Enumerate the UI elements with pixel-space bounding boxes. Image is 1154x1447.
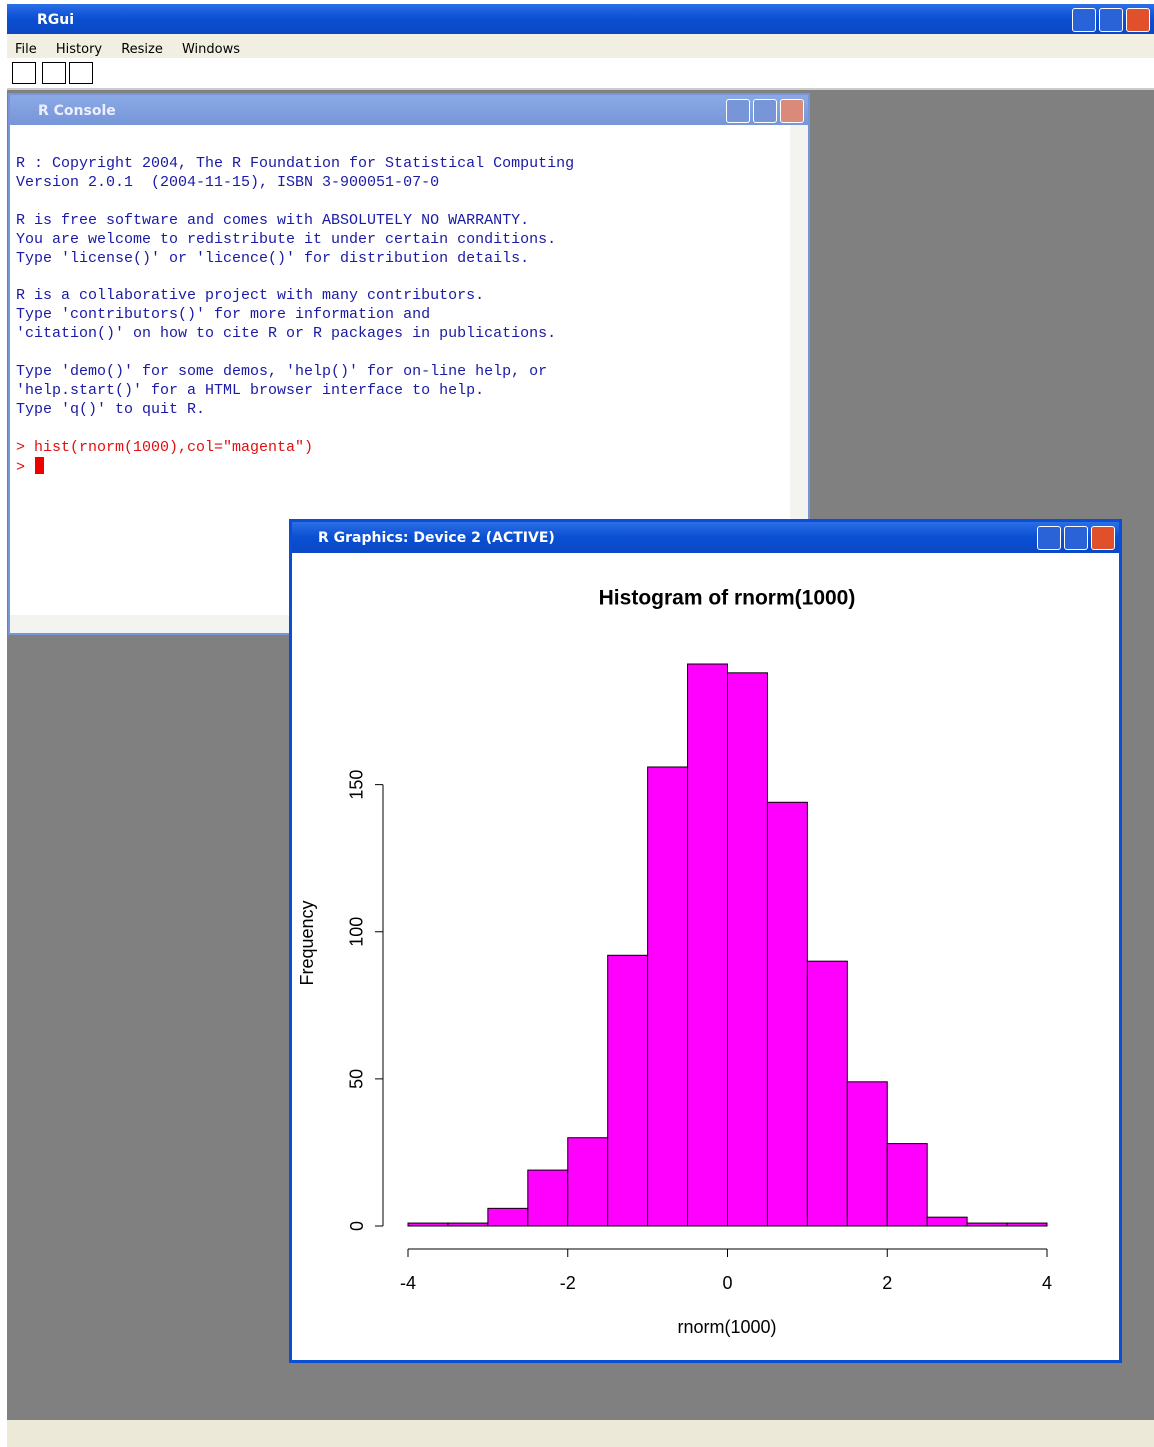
console-line: Type 'license()' or 'licence()' for dist… [16,249,530,267]
bar [567,1137,609,1227]
y-tick-label: 150 [347,770,367,800]
menu-item[interactable]: History [55,42,103,57]
bar [487,1207,529,1227]
chart-title: Histogram of rnorm(1000) [599,587,856,610]
toolbar-button[interactable] [69,62,93,84]
console-line: R is free software and comes with ABSOLU… [16,211,530,229]
y-tick-label: 50 [347,1069,367,1089]
console-line: You are welcome to redistribute it under… [16,230,557,248]
bar [1006,1222,1048,1227]
x-tick-label: 0 [722,1273,732,1293]
console-line: Type 'demo()' for some demos, 'help()' f… [16,362,548,380]
bar [886,1143,928,1227]
console-line: 'help.start()' for a HTML browser interf… [16,381,485,399]
x-tick-label: 4 [1042,1273,1052,1293]
console-line: 'citation()' on how to cite R or R packa… [16,325,557,343]
graphics-title: R Graphics: Device 2 (ACTIVE) [318,530,555,546]
cursor [35,457,45,475]
menu-item[interactable]: Windows [181,42,240,57]
menu-item[interactable]: File [15,42,37,57]
toolbar-button[interactable] [12,62,36,84]
x-tick-label: -2 [560,1273,576,1293]
bar [766,801,808,1227]
x-tick-label: -4 [400,1273,416,1293]
console-line: > [16,457,574,478]
console-line: Type 'contributors()' for more informati… [16,306,431,324]
console-title-bar: R Console [10,95,808,125]
toolbar [7,58,1154,90]
y-tick-label: 0 [347,1221,367,1231]
y-axis-label: Frequency [297,900,317,985]
x-tick-label: 2 [882,1273,892,1293]
y-tick-label: 100 [347,917,367,947]
status-bar [7,1420,1154,1447]
bar [806,960,848,1227]
bar [687,663,728,1227]
x-axis-label: rnorm(1000) [677,1317,776,1337]
bar [607,954,649,1227]
app-title-bar: RGui [7,4,1154,34]
bar [926,1216,968,1227]
toolbar-button[interactable] [42,62,66,84]
bar [407,1222,449,1227]
bar [447,1222,489,1227]
console-title: R Console [38,103,116,119]
window-buttons[interactable] [1072,8,1150,32]
window-buttons[interactable] [726,99,804,123]
menu-bar: File History Resize Windows [7,34,1154,58]
app-title: RGui [37,12,75,28]
console-line: R : Copyright 2004, The R Foundation for… [16,155,575,172]
console-line: Version 2.0.1 (2004-11-15), ISBN 3-90005… [16,173,440,191]
graphics-title-bar: R Graphics: Device 2 (ACTIVE) [292,522,1119,553]
console-output: R : Copyright 2004, The R Foundation for… [16,155,574,478]
scrollbar[interactable] [790,125,808,615]
console-line: > hist(rnorm(1000),col="magenta") [16,438,314,456]
bar [647,766,689,1227]
chart: Histogram of rnorm(1000) rnorm(1000) Fre… [297,587,1052,1337]
bar [846,1081,888,1227]
bar [966,1222,1008,1227]
bar [527,1169,569,1227]
console-line: R is a collaborative project with many c… [16,287,485,305]
graphics-window: R Graphics: Device 2 (ACTIVE) Histogram … [289,519,1122,1363]
menu-item[interactable]: Resize [121,42,163,57]
window-buttons[interactable] [1037,526,1115,550]
bar [727,672,768,1227]
console-line: Type 'q()' to quit R. [16,400,206,418]
